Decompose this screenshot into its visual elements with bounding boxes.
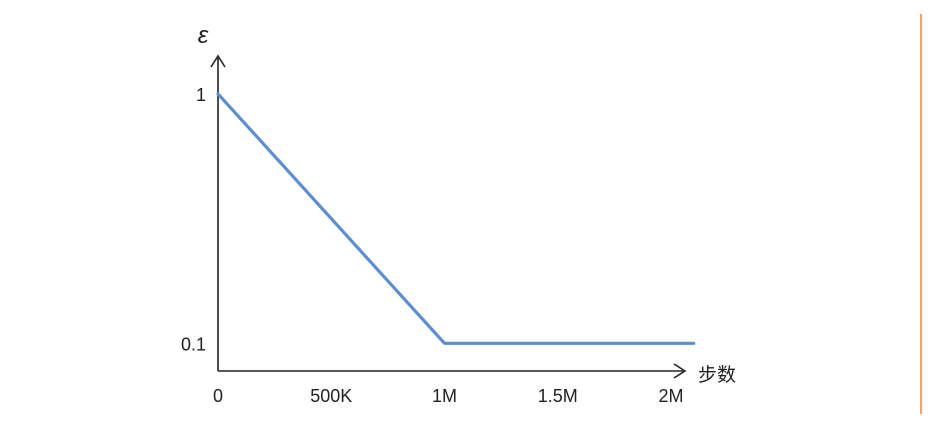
- tick-labels: 0 500K 1M 1.5M 2M 1 0.1: [181, 85, 684, 406]
- axes: [210, 54, 687, 379]
- x-tick-label: 1.5M: [538, 386, 578, 406]
- x-tick-label: 500K: [310, 386, 352, 406]
- y-tick-label: 0.1: [181, 334, 206, 354]
- series-layer: [216, 92, 696, 345]
- epsilon-series-line: [216, 92, 696, 345]
- x-axis-arrow: [673, 363, 687, 379]
- y-axis-label: ε: [198, 22, 209, 49]
- x-tick-label: 0: [213, 386, 223, 406]
- x-tick-label: 1M: [432, 386, 457, 406]
- y-axis-arrow: [210, 54, 226, 68]
- y-tick-label: 1: [196, 85, 206, 105]
- x-tick-label: 2M: [659, 386, 684, 406]
- page-edge-accent: [920, 14, 922, 414]
- x-axis-label: 步数: [698, 364, 736, 386]
